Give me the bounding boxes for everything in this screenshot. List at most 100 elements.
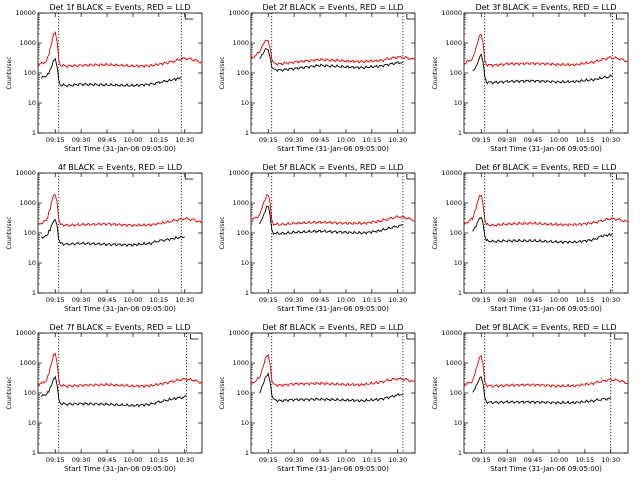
- x-axis-label: Start Time (31-Jan-06 09:05:00): [490, 145, 602, 153]
- y-tick-label: 10000: [228, 329, 249, 337]
- y-tick-label: 10: [454, 419, 462, 427]
- y-tick-label: 10000: [441, 169, 462, 177]
- x-tick-label: 09:30: [498, 456, 517, 464]
- interval-bracket: [406, 174, 415, 180]
- x-axis-label: Start Time (31-Jan-06 09:05:00): [64, 465, 176, 473]
- plot-frame: [250, 12, 416, 134]
- x-tick-label: 10:15: [575, 136, 594, 144]
- x-tick-label: 10:00: [124, 456, 143, 464]
- x-tick-label: 09:15: [259, 136, 278, 144]
- y-tick-label: 1: [245, 129, 249, 137]
- x-axis-label: Start Time (31-Jan-06 09:05:00): [64, 145, 176, 153]
- x-tick-label: 09:30: [285, 296, 304, 304]
- chart-title: Det 9f BLACK = Events, RED = LLD: [475, 323, 616, 332]
- x-tick-label: 09:30: [285, 136, 304, 144]
- x-tick-label: 10:15: [575, 296, 594, 304]
- y-axis-label: Counts/sec: [6, 376, 13, 409]
- chart-panel-8: Det 8f BLACK = Events, RED = LLD Counts/s…: [219, 323, 416, 473]
- plot-frame: [463, 172, 629, 294]
- x-tick-label: 10:00: [550, 456, 569, 464]
- interval-bracket: [406, 334, 415, 340]
- y-tick-label: 10000: [441, 9, 462, 17]
- x-tick-label: 09:45: [524, 456, 543, 464]
- series-line-events: [41, 57, 182, 88]
- x-tick-label: 10:00: [550, 296, 569, 304]
- x-tick-label: 09:30: [72, 456, 91, 464]
- y-tick-label: 10000: [15, 169, 36, 177]
- plot-frame: [250, 332, 416, 454]
- y-tick-label: 1000: [19, 39, 36, 47]
- chart-title: Det 1f BLACK = Events, RED = LLD: [49, 3, 190, 12]
- series-line-events: [472, 53, 613, 85]
- y-tick-label: 1: [32, 289, 36, 297]
- series-line-lld: [37, 352, 203, 389]
- chart-title: Det 5f BLACK = Events, RED = LLD: [262, 163, 403, 172]
- x-tick-label: 09:45: [98, 136, 117, 144]
- y-tick-label: 10: [28, 99, 36, 107]
- y-tick-label: 10: [241, 259, 249, 267]
- chart-panel-6: Det 6f BLACK = Events, RED = LLD Counts/s…: [432, 163, 629, 313]
- x-tick-label: 10:15: [362, 456, 381, 464]
- x-tick-label: 09:30: [498, 296, 517, 304]
- plot-frame: [37, 172, 203, 294]
- chart-title: Det 8f BLACK = Events, RED = LLD: [262, 323, 403, 332]
- plot-frame: [463, 332, 629, 454]
- y-tick-label: 10: [241, 99, 249, 107]
- chart-panel-3: Det 3f BLACK = Events, RED = LLD Counts/s…: [432, 3, 629, 153]
- x-tick-label: 10:30: [388, 136, 407, 144]
- x-axis-label: Start Time (31-Jan-06 09:05:00): [277, 305, 389, 313]
- y-tick-label: 10000: [441, 329, 462, 337]
- y-tick-label: 1000: [445, 359, 462, 367]
- interval-bracket: [184, 174, 194, 180]
- x-tick-label: 10:30: [388, 296, 407, 304]
- x-axis-label: Start Time (31-Jan-06 09:05:00): [490, 465, 602, 473]
- x-axis-label: Start Time (31-Jan-06 09:05:00): [277, 145, 389, 153]
- series-line-lld: [250, 194, 416, 226]
- x-tick-label: 10:30: [388, 456, 407, 464]
- y-tick-label: 1000: [445, 39, 462, 47]
- series-line-lld: [463, 194, 629, 227]
- y-tick-label: 10000: [15, 329, 36, 337]
- x-tick-label: 10:30: [175, 456, 194, 464]
- y-tick-label: 1000: [232, 39, 249, 47]
- x-tick-label: 09:30: [72, 296, 91, 304]
- x-tick-label: 10:00: [124, 296, 143, 304]
- series-line-lld: [250, 353, 416, 388]
- chart-title: Det 2f BLACK = Events, RED = LLD: [262, 3, 403, 12]
- y-axis-label: Counts/sec: [432, 216, 439, 249]
- x-tick-label: 10:30: [601, 296, 620, 304]
- x-axis-label: Start Time (31-Jan-06 09:05:00): [277, 465, 389, 473]
- chart-title: Det 7f BLACK = Events, RED = LLD: [49, 323, 190, 332]
- x-axis-label: Start Time (31-Jan-06 09:05:00): [64, 305, 176, 313]
- interval-bracket: [406, 14, 415, 20]
- y-tick-label: 100: [450, 69, 462, 77]
- x-tick-label: 10:30: [175, 136, 194, 144]
- y-tick-label: 100: [237, 389, 249, 397]
- x-tick-label: 10:30: [601, 136, 620, 144]
- y-axis-label: Counts/sec: [6, 216, 13, 249]
- series-line-lld: [37, 31, 203, 69]
- x-tick-label: 10:00: [550, 136, 569, 144]
- y-tick-label: 1000: [232, 359, 249, 367]
- y-tick-label: 100: [24, 229, 36, 237]
- series-line-events: [472, 216, 613, 245]
- series-line-lld: [38, 193, 203, 228]
- y-axis-label: Counts/sec: [6, 56, 13, 89]
- interval-bracket: [616, 14, 625, 20]
- interval-bracket: [614, 334, 623, 340]
- y-axis-label: Counts/sec: [219, 216, 226, 249]
- y-tick-label: 100: [24, 69, 36, 77]
- plot-frame: [37, 12, 203, 134]
- x-tick-label: 10:00: [124, 136, 143, 144]
- interval-bracket: [190, 334, 199, 340]
- plot-frame: [37, 332, 203, 454]
- x-tick-label: 09:45: [311, 136, 330, 144]
- series-line-events: [41, 219, 185, 248]
- y-tick-label: 1000: [232, 199, 249, 207]
- y-tick-label: 10: [241, 419, 249, 427]
- x-axis-label: Start Time (31-Jan-06 09:05:00): [490, 305, 602, 313]
- y-tick-label: 1000: [19, 199, 36, 207]
- x-tick-label: 09:15: [472, 296, 491, 304]
- y-tick-label: 1: [32, 129, 36, 137]
